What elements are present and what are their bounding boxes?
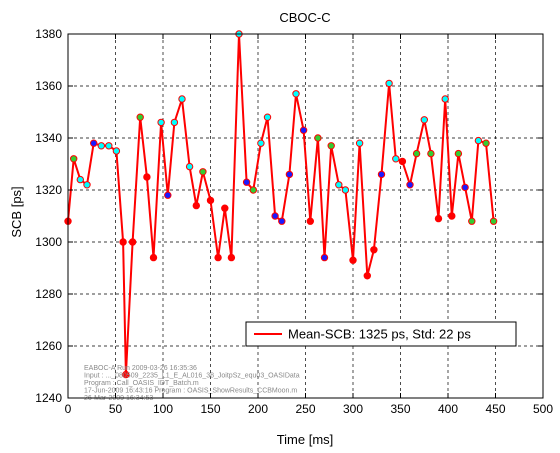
data-point <box>454 149 463 158</box>
data-point <box>242 178 251 186</box>
series-line <box>67 33 495 376</box>
annotation-line: Input : ..._080509_2235_L1_E_AL016_38_Jo… <box>84 373 300 380</box>
data-point <box>221 204 229 212</box>
y-tick-label: 1300 <box>35 235 62 249</box>
data-point <box>468 217 476 225</box>
data-point <box>271 212 279 220</box>
data-point <box>434 214 443 223</box>
x-tick-label: 100 <box>153 402 173 416</box>
data-point <box>448 212 456 220</box>
data-point <box>157 118 165 127</box>
x-tick-label: 200 <box>248 402 268 416</box>
data-point <box>170 118 179 127</box>
data-point <box>306 217 314 225</box>
data-point <box>489 217 498 225</box>
x-axis-title: Time [ms] <box>277 432 334 447</box>
data-point <box>420 116 428 124</box>
data-point <box>199 168 207 176</box>
x-tick-label: 300 <box>343 402 363 416</box>
y-axis-title: SCB [ps] <box>9 186 24 237</box>
y-tick-label: 1380 <box>35 27 62 41</box>
x-tick-label: 50 <box>109 402 123 416</box>
y-tick-label: 1340 <box>35 131 62 145</box>
data-point <box>249 186 258 194</box>
data-point <box>105 142 113 150</box>
annotation-line: 17-Jun-2009 16:43:16 Program : OASIS_Sho… <box>84 388 297 395</box>
x-tick-label: 150 <box>200 402 220 416</box>
data-point <box>335 181 343 189</box>
data-point <box>341 186 350 194</box>
annotation-line: Program : Call_OASIS_IDT_Batch.m <box>84 380 199 387</box>
x-tick-label: 250 <box>295 402 315 416</box>
data-point <box>70 155 78 163</box>
data-point <box>278 217 286 225</box>
x-tick-label: 0 <box>65 402 72 416</box>
data-point <box>314 134 322 142</box>
x-tick-label: 350 <box>390 402 410 416</box>
x-tick-label: 500 <box>533 402 553 416</box>
data-point <box>227 253 236 262</box>
data-point <box>349 256 357 264</box>
data-point <box>385 79 393 88</box>
x-axis-ticks: 0 50 100 150 200 250 300 350 400 450 500 <box>65 34 553 416</box>
data-point <box>97 142 106 150</box>
data-point <box>285 170 294 179</box>
data-point <box>76 175 85 184</box>
y-tick-label: 1260 <box>35 339 62 353</box>
data-point <box>412 149 421 158</box>
data-point <box>377 170 386 179</box>
data-point <box>398 157 407 166</box>
data-point <box>206 196 215 205</box>
data-point <box>112 147 121 155</box>
legend-entry-label: Mean-SCB: 1325 ps, Std: 22 ps <box>288 327 471 342</box>
data-point <box>441 95 449 103</box>
data-point <box>392 155 400 163</box>
data-point <box>257 139 265 147</box>
data-point <box>292 90 300 98</box>
data-point <box>474 136 483 145</box>
data-point <box>128 238 137 246</box>
x-tick-label: 450 <box>485 402 505 416</box>
y-tick-label: 1360 <box>35 79 62 93</box>
series-line-group <box>67 33 495 376</box>
data-point <box>136 113 144 121</box>
data-point <box>122 370 130 379</box>
data-point <box>149 253 158 262</box>
data-point <box>192 201 201 210</box>
data-point <box>355 139 364 147</box>
legend: Mean-SCB: 1325 ps, Std: 22 ps <box>245 321 517 347</box>
data-point <box>185 162 194 171</box>
data-point <box>119 238 127 246</box>
x-tick-label: 400 <box>438 402 458 416</box>
y-tick-label: 1240 <box>35 391 62 405</box>
data-point <box>299 126 308 134</box>
data-point <box>164 191 172 199</box>
chart-title: CBOC-C <box>279 10 330 25</box>
data-point <box>83 181 91 189</box>
data-point <box>461 183 469 192</box>
data-point <box>263 113 272 121</box>
y-tick-label: 1320 <box>35 183 62 197</box>
data-point <box>363 272 371 280</box>
data-point <box>90 139 98 147</box>
data-markers-group <box>64 30 498 379</box>
y-axis-ticks: 1240 1260 1280 1300 1320 1340 1360 1380 <box>35 27 543 405</box>
data-point <box>178 95 186 103</box>
y-tick-label: 1280 <box>35 287 62 301</box>
data-point <box>143 173 151 181</box>
data-point <box>427 149 435 158</box>
data-point <box>482 139 490 147</box>
data-point <box>214 253 222 262</box>
data-point <box>327 142 335 150</box>
data-point <box>320 253 329 262</box>
data-point <box>406 181 414 189</box>
legend-box <box>245 321 517 347</box>
data-point <box>370 246 378 254</box>
annotation-line: EABOC-A Run 2009-03-26 16:35:36 <box>84 365 197 372</box>
